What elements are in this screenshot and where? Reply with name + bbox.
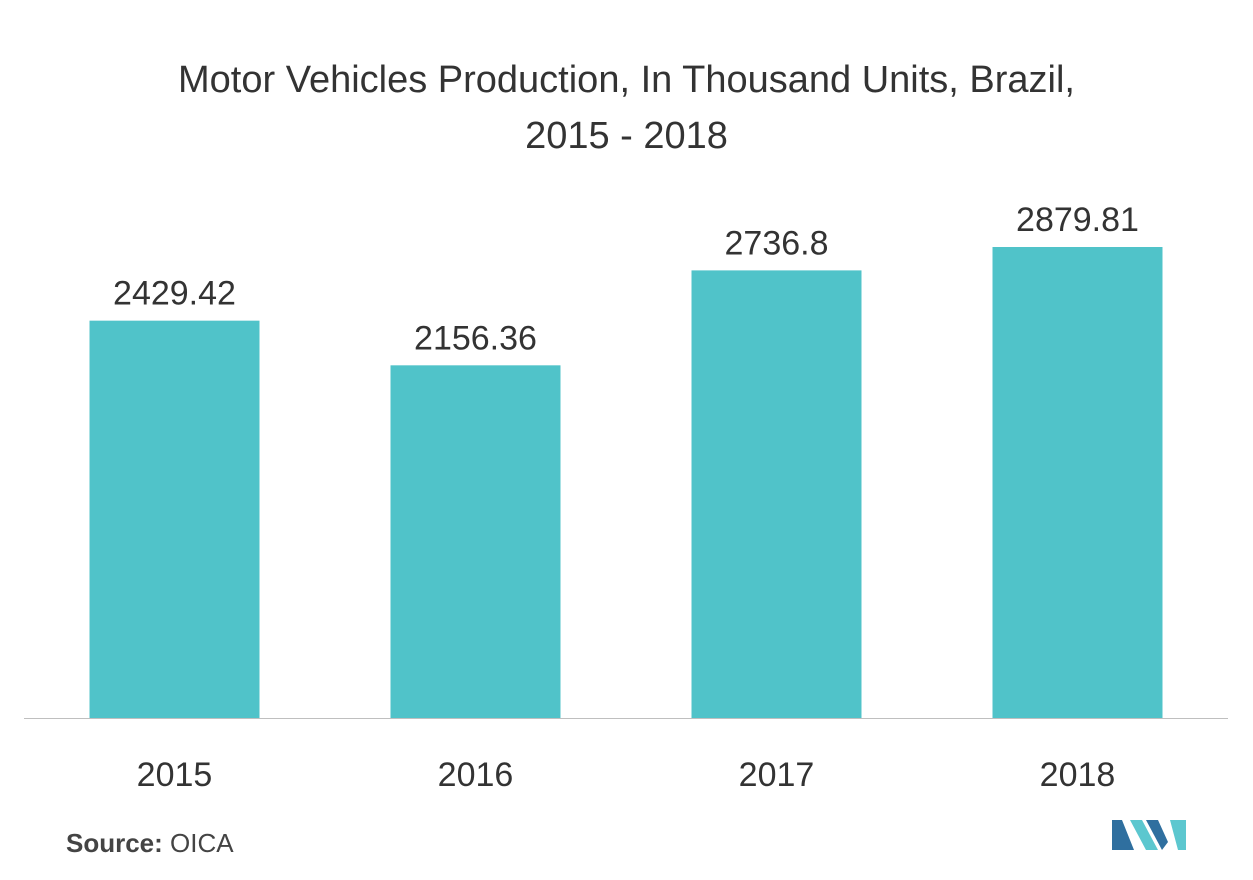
logo-mark-right	[1170, 820, 1186, 850]
chart-title-line-1: Motor Vehicles Production, In Thousand U…	[178, 59, 1075, 101]
x-tick-label-2016: 2016	[438, 756, 514, 794]
data-label-2015: 2429.42	[113, 275, 236, 313]
bar-2017	[691, 270, 862, 718]
brand-logo-icon	[1112, 820, 1186, 850]
bar-2016	[390, 365, 561, 718]
x-tick-label-2015: 2015	[137, 756, 213, 794]
source-label: Source:	[66, 828, 163, 858]
logo-mark-left	[1112, 820, 1134, 850]
bar-2018	[992, 247, 1163, 718]
data-label-2016: 2156.36	[414, 319, 537, 357]
bar-2015	[89, 320, 260, 718]
chart-title-line-2: 2015 - 2018	[525, 115, 728, 157]
data-label-2018: 2879.81	[1016, 201, 1139, 239]
logo-mark-middle	[1130, 820, 1158, 850]
chart-title: Motor Vehicles Production, In Thousand U…	[60, 52, 1193, 164]
x-tick-label-2017: 2017	[739, 756, 815, 794]
source-note: Source: OICA	[66, 828, 234, 859]
source-value: OICA	[170, 828, 234, 858]
data-label-2017: 2736.8	[725, 224, 829, 262]
logo-mark-center	[1146, 820, 1168, 850]
x-tick-label-2018: 2018	[1040, 756, 1116, 794]
